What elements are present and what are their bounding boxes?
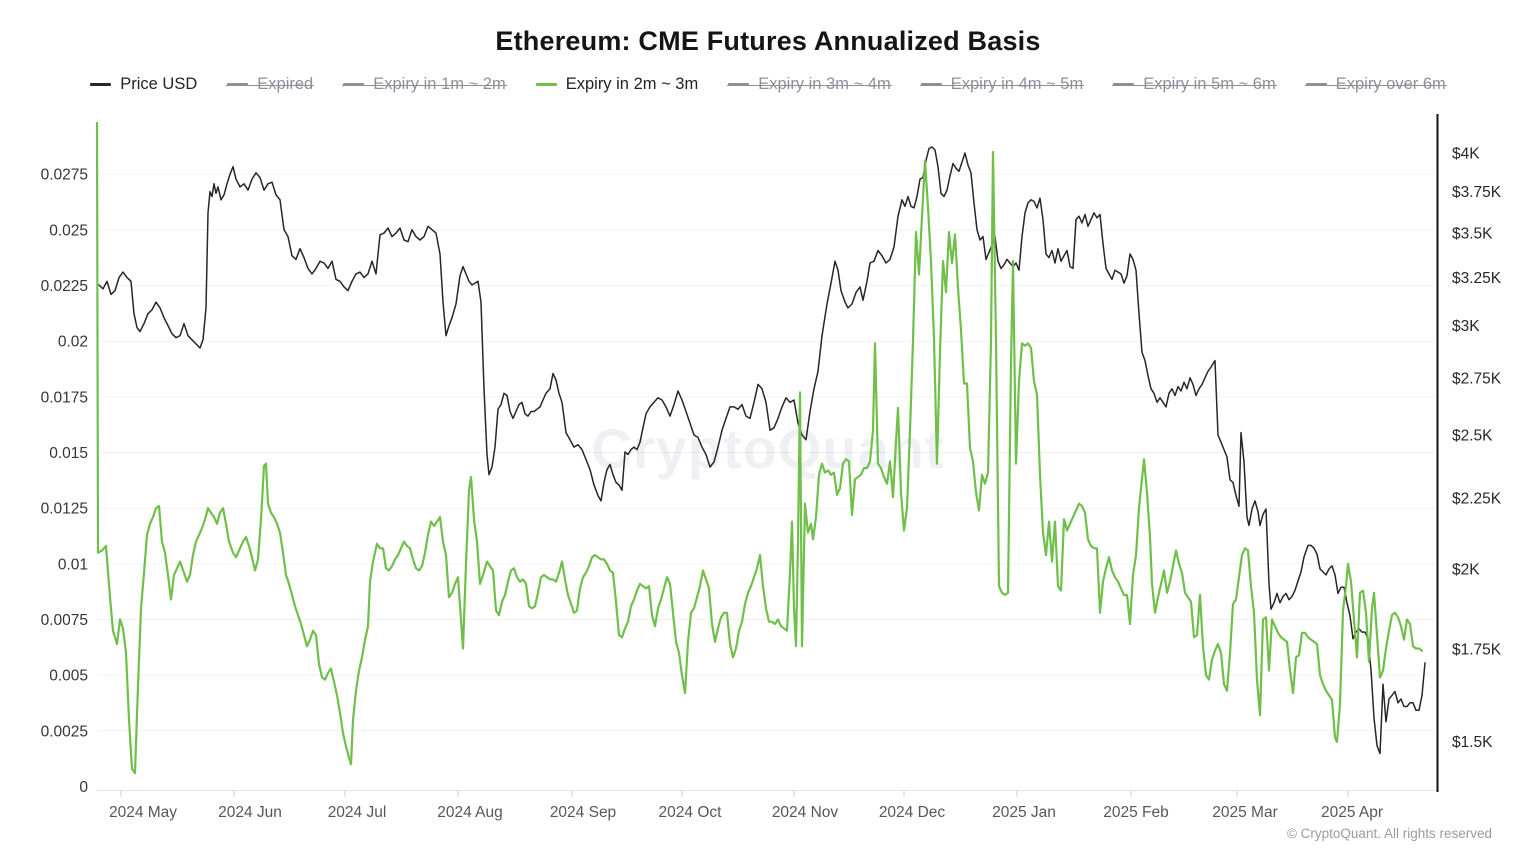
series-line-expiry-in-2m-3m <box>95 121 1424 775</box>
legend-dash-icon <box>1113 83 1135 86</box>
left-axis-tick-label: 0 <box>79 779 88 796</box>
left-axis-tick-label: 0.02 <box>58 334 88 351</box>
legend-dash-icon <box>90 83 112 86</box>
left-axis-tick-label: 0.01 <box>58 556 88 573</box>
chart-title: Ethereum: CME Futures Annualized Basis <box>495 26 1041 56</box>
cryptoquant-watermark: CryptoQuant <box>591 417 944 480</box>
x-axis-month-label: 2024 Dec <box>879 804 946 821</box>
x-axis-month-label: 2025 Mar <box>1212 804 1277 821</box>
right-axis-tick-label: $2.75K <box>1452 370 1502 387</box>
legend-dash-icon <box>1305 83 1327 86</box>
left-axis-tick-label: 0.0225 <box>41 278 88 295</box>
right-axis-tick-label: $4K <box>1452 146 1480 163</box>
legend-item-label: Price USD <box>120 75 198 93</box>
series-line-price-usd <box>98 146 1426 755</box>
legend-dash-icon <box>343 83 365 86</box>
legend-item-expiry-in-4m-5m[interactable]: Expiry in 4m ~ 5m <box>919 75 1084 94</box>
x-axis-month-label: 2024 Nov <box>772 804 839 821</box>
left-axis-tick-label: 0.0125 <box>41 501 88 518</box>
x-axis-month-label: 2024 Aug <box>437 804 503 821</box>
right-axis-tick-label: $1.5K <box>1452 734 1493 751</box>
x-axis-month-label: 2024 Sep <box>550 804 616 821</box>
x-axis-month-label: 2024 Jul <box>328 804 387 821</box>
x-axis-month-label: 2025 Feb <box>1103 804 1169 821</box>
legend: Price USD Expired Expiry in 1m ~ 2m Expiry … <box>0 75 1536 94</box>
left-axis-tick-label: 0.0025 <box>41 723 88 740</box>
right-axis-tick-label: $3.5K <box>1452 226 1493 243</box>
x-axis-month-label: 2024 Oct <box>659 804 723 821</box>
legend-item-expiry-over-6m[interactable]: Expiry over 6m <box>1304 75 1447 94</box>
left-axis-tick-label: 0.0275 <box>41 167 88 184</box>
legend-dash-icon <box>227 83 249 86</box>
left-axis-tick-label: 0.025 <box>49 222 88 239</box>
legend-dash-icon <box>728 83 750 86</box>
right-axis-tick-label: $1.75K <box>1452 642 1502 659</box>
legend-item-label: Expiry in 2m ~ 3m <box>565 75 699 93</box>
x-axis-month-label: 2024 May <box>109 804 177 821</box>
right-axis-tick-label: $2.5K <box>1452 428 1493 445</box>
copyright-note: © CryptoQuant. All rights reserved <box>1286 826 1492 841</box>
legend-item-label: Expiry in 5m ~ 6m <box>1143 75 1276 93</box>
legend-item-label: Expired <box>257 75 314 93</box>
legend-item-label: Expiry in 3m ~ 4m <box>758 75 891 93</box>
legend-item-expiry-in-5m-6m[interactable]: Expiry in 5m ~ 6m <box>1112 75 1277 94</box>
legend-dash-icon <box>920 83 942 86</box>
legend-item-expiry-in-1m-2m[interactable]: Expiry in 1m ~ 2m <box>342 75 507 94</box>
legend-item-label: Expiry in 1m ~ 2m <box>373 75 506 93</box>
left-axis-tick-label: 0.0075 <box>41 612 88 629</box>
left-axis-tick-label: 0.005 <box>49 668 88 685</box>
legend-item-label: Expiry over 6m <box>1335 75 1446 93</box>
x-axis-month-label: 2025 Apr <box>1321 804 1383 821</box>
legend-dash-icon <box>535 83 557 86</box>
right-axis-tick-label: $2.25K <box>1452 491 1502 508</box>
right-axis-tick-label: $3.75K <box>1452 184 1502 201</box>
legend-item-price-usd[interactable]: Price USD <box>90 75 197 94</box>
x-axis-month-label: 2024 Jun <box>218 804 282 821</box>
right-axis-tick-label: $3K <box>1452 318 1480 335</box>
left-axis-tick-label: 0.015 <box>49 445 88 462</box>
legend-item-expiry-in-3m-4m[interactable]: Expiry in 3m ~ 4m <box>727 75 892 94</box>
x-axis-month-label: 2025 Jan <box>992 804 1056 821</box>
legend-item-label: Expiry in 4m ~ 5m <box>950 75 1084 93</box>
right-axis-tick-label: $3.25K <box>1452 270 1502 287</box>
legend-item-expiry-in-2m-3m[interactable]: Expiry in 2m ~ 3m <box>535 75 699 94</box>
right-axis-tick-label: $2K <box>1452 561 1480 578</box>
legend-item-expired[interactable]: Expired <box>226 75 315 94</box>
left-axis-tick-label: 0.0175 <box>41 389 88 406</box>
